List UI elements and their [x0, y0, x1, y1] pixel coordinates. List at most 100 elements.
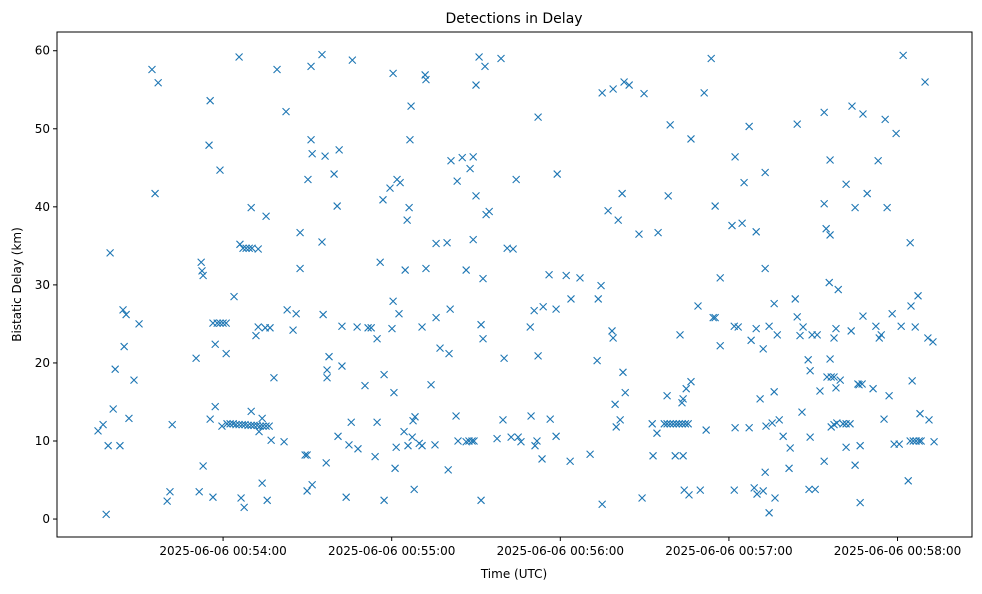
- data-point: [232, 420, 240, 429]
- data-point: [475, 53, 483, 61]
- data-point: [353, 323, 362, 331]
- data-point: [895, 440, 904, 449]
- data-point: [899, 51, 908, 60]
- data-point: [280, 437, 288, 446]
- data-point: [618, 189, 627, 198]
- data-point: [666, 120, 675, 129]
- data-point: [258, 414, 267, 423]
- data-point: [842, 180, 850, 189]
- data-point: [338, 362, 346, 370]
- data-point: [750, 483, 759, 492]
- data-point: [759, 487, 768, 495]
- data-point: [270, 373, 278, 382]
- data-point: [348, 56, 357, 64]
- data-point: [765, 508, 773, 517]
- data-point: [396, 178, 405, 187]
- data-point: [292, 309, 301, 318]
- data-point: [94, 426, 102, 435]
- data-point: [806, 433, 815, 441]
- y-tick-label: 50: [35, 122, 50, 136]
- data-point: [258, 479, 267, 488]
- data-point: [453, 177, 462, 185]
- data-point: [827, 373, 836, 381]
- y-tick-label: 30: [35, 278, 50, 292]
- data-point: [826, 231, 834, 239]
- data-point: [826, 156, 834, 164]
- data-point: [468, 437, 476, 445]
- data-point: [333, 202, 342, 210]
- data-point: [747, 336, 756, 345]
- data-point: [319, 310, 328, 319]
- data-point: [216, 166, 224, 175]
- data-point: [418, 441, 426, 450]
- data-point: [342, 493, 351, 502]
- data-point: [811, 485, 820, 494]
- data-point: [793, 313, 802, 321]
- data-point: [885, 391, 893, 400]
- data-point: [682, 384, 691, 393]
- data-point: [640, 89, 648, 98]
- data-point: [283, 305, 292, 314]
- data-point: [806, 366, 815, 375]
- data-point: [638, 494, 646, 502]
- data-point: [687, 377, 695, 386]
- data-point: [407, 102, 415, 111]
- data-point: [740, 178, 748, 187]
- data-point: [325, 352, 333, 361]
- data-point: [166, 487, 174, 496]
- data-point: [509, 245, 517, 253]
- data-point: [619, 368, 627, 377]
- data-point: [262, 422, 270, 431]
- data-point: [304, 175, 312, 184]
- data-point: [445, 349, 453, 358]
- data-point: [361, 381, 369, 390]
- data-point: [422, 75, 430, 84]
- data-point: [517, 437, 525, 446]
- data-point: [597, 281, 605, 290]
- data-point: [796, 331, 804, 340]
- data-point: [318, 238, 326, 246]
- data-point: [472, 81, 480, 89]
- data-point: [856, 498, 865, 507]
- data-point: [759, 345, 768, 353]
- data-point: [666, 419, 675, 428]
- data-point: [770, 387, 779, 396]
- data-point: [906, 437, 915, 445]
- data-point: [244, 421, 252, 430]
- data-point: [444, 465, 453, 474]
- data-point: [104, 441, 113, 450]
- data-point: [390, 388, 398, 397]
- data-point: [266, 323, 274, 332]
- data-point: [804, 355, 813, 364]
- data-point: [262, 212, 270, 221]
- data-point: [856, 441, 865, 450]
- data-point: [649, 451, 657, 460]
- data-point: [531, 441, 539, 450]
- data-point: [826, 355, 834, 363]
- data-point: [477, 320, 485, 329]
- data-point: [775, 416, 784, 424]
- data-point: [308, 480, 317, 489]
- data-point: [832, 384, 840, 392]
- data-point: [391, 464, 399, 473]
- data-point: [761, 168, 770, 177]
- data-point: [452, 412, 460, 420]
- data-point: [410, 485, 419, 494]
- data-point: [199, 271, 208, 280]
- data-point: [798, 408, 806, 417]
- data-point: [254, 245, 263, 253]
- data-point: [859, 312, 867, 320]
- data-point: [323, 373, 331, 382]
- data-point: [907, 302, 915, 310]
- data-point: [373, 418, 381, 427]
- data-point: [380, 496, 388, 505]
- data-point: [923, 334, 932, 342]
- data-point: [700, 88, 709, 97]
- data-point: [454, 437, 462, 445]
- data-point: [608, 327, 616, 335]
- x-tick-label: 2025-06-06 00:56:00: [497, 544, 624, 558]
- data-point: [308, 149, 317, 158]
- data-point: [609, 85, 618, 93]
- data-point: [432, 239, 440, 248]
